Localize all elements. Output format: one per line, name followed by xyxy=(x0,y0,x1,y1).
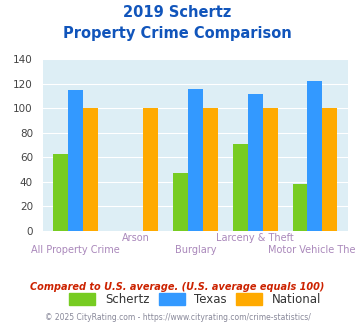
Bar xyxy=(203,109,218,231)
Bar xyxy=(307,82,322,231)
Bar xyxy=(53,154,68,231)
Bar xyxy=(248,94,263,231)
Legend: Schertz, Texas, National: Schertz, Texas, National xyxy=(65,288,326,311)
Bar xyxy=(233,144,248,231)
Text: 2019 Schertz: 2019 Schertz xyxy=(123,5,232,20)
Text: Larceny & Theft: Larceny & Theft xyxy=(216,233,294,243)
Bar xyxy=(143,109,158,231)
Bar xyxy=(322,109,337,231)
Text: All Property Crime: All Property Crime xyxy=(31,245,120,255)
Text: Arson: Arson xyxy=(121,233,149,243)
Bar xyxy=(68,90,83,231)
Text: Compared to U.S. average. (U.S. average equals 100): Compared to U.S. average. (U.S. average … xyxy=(30,282,325,292)
Text: © 2025 CityRating.com - https://www.cityrating.com/crime-statistics/: © 2025 CityRating.com - https://www.city… xyxy=(45,313,310,322)
Bar xyxy=(293,184,307,231)
Text: Motor Vehicle Theft: Motor Vehicle Theft xyxy=(268,245,355,255)
Bar xyxy=(188,89,203,231)
Bar xyxy=(263,109,278,231)
Bar xyxy=(83,109,98,231)
Text: Property Crime Comparison: Property Crime Comparison xyxy=(63,26,292,41)
Text: Burglary: Burglary xyxy=(175,245,216,255)
Bar xyxy=(173,173,188,231)
